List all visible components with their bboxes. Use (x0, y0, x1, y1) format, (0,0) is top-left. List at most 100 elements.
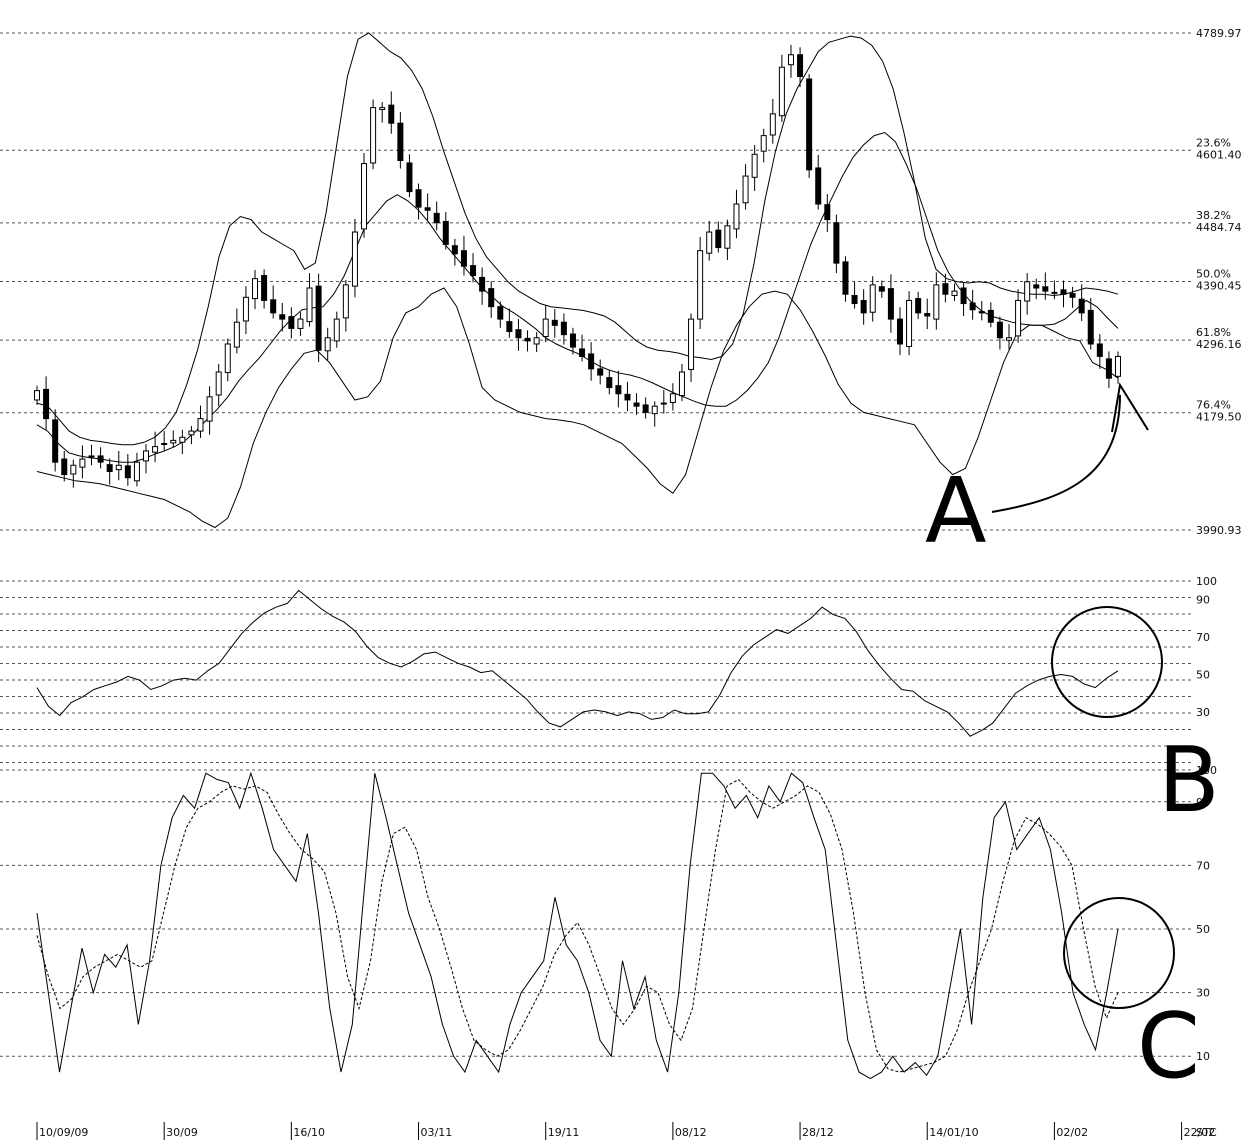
candle (1060, 280, 1067, 308)
candle (815, 154, 822, 210)
stochastic-tick-label: 100 (1196, 764, 1217, 777)
candle-body (297, 318, 304, 329)
price-axis-labels: 4789.97 23.6%4601.40 38.2%4484.74 50.0%4390… (1196, 27, 1242, 537)
candle-body (333, 318, 340, 342)
rsi-grid (0, 580, 1192, 763)
candle (288, 307, 295, 339)
candle (569, 327, 576, 355)
candle (88, 444, 95, 466)
candle-body (597, 368, 604, 376)
candle-body (152, 446, 159, 453)
candle (678, 363, 685, 402)
candle-body (460, 250, 467, 267)
candle (488, 281, 495, 318)
candle (470, 253, 477, 283)
annotation-b-circle (1051, 606, 1163, 718)
candle-body (1033, 284, 1040, 289)
candle (415, 183, 422, 220)
candle-body (488, 288, 495, 308)
candle (969, 289, 976, 320)
candle (924, 298, 931, 330)
candle-body (533, 337, 540, 345)
candle-body (1115, 355, 1121, 377)
candle-body (678, 371, 685, 397)
candle-body (215, 371, 222, 396)
candle-body (733, 203, 740, 230)
candle (1042, 272, 1049, 300)
candle (34, 385, 40, 405)
candle-body (188, 430, 195, 436)
x-tick-label: 22/02 (1184, 1126, 1216, 1139)
candle-body (551, 319, 558, 326)
candle (842, 256, 849, 302)
candle (124, 454, 131, 486)
candle (942, 273, 949, 303)
candle (751, 144, 758, 191)
candle (361, 153, 368, 238)
rsi-tick-label: 100 (1196, 575, 1217, 588)
candle (896, 307, 903, 356)
fib-pct-label: 38.2% (1196, 209, 1231, 222)
candle-body (651, 405, 658, 415)
candle (597, 359, 604, 385)
candle (233, 308, 240, 354)
candle (424, 193, 431, 221)
candle-body (106, 464, 113, 472)
candle (188, 426, 195, 445)
annotation-a: A (925, 382, 1149, 564)
candle (1033, 278, 1040, 300)
candle (642, 397, 649, 419)
candle-body (470, 265, 477, 277)
candle-body (1105, 358, 1112, 379)
candle-body (270, 299, 277, 314)
candle-body (951, 290, 958, 296)
candle-body (1078, 298, 1085, 314)
candle (206, 386, 213, 435)
candle-body (379, 107, 386, 110)
annotation-b: B (1051, 606, 1220, 833)
candle (1078, 284, 1085, 321)
candle (933, 272, 940, 330)
candle (878, 280, 885, 298)
rsi-axis-labels: 100 90 70 50 30 (1196, 575, 1217, 719)
candle (279, 302, 286, 332)
candle (697, 236, 704, 330)
candle-body (242, 296, 249, 322)
candle (860, 289, 867, 325)
candle (79, 445, 86, 479)
candle (869, 276, 876, 322)
candle-body (969, 302, 976, 311)
candle (115, 450, 122, 481)
x-axis-labels: 10/09/09 30/09 16/10 03/11 19/11 08/12 28/12 14… (36, 1122, 1216, 1140)
stochastic-axis-labels: 100 90 70 50 30 10 (1196, 764, 1217, 1063)
candle-body (669, 393, 676, 403)
fib-pct-label: 50.0% (1196, 268, 1231, 281)
annotation-a-arrow (991, 394, 1121, 513)
annotation-c-circle (1063, 897, 1175, 1009)
candle-body (224, 343, 231, 374)
candle (706, 220, 713, 261)
candle (351, 218, 358, 298)
candle-body (633, 402, 640, 407)
candle-body (433, 212, 440, 224)
candle (887, 274, 894, 333)
candle-body (288, 316, 295, 329)
candle-body (1042, 286, 1049, 292)
candle-body (70, 464, 77, 475)
candle (978, 301, 985, 321)
candle-body (361, 163, 368, 230)
candle-body (869, 284, 876, 313)
candle-body (833, 222, 840, 264)
price-level-label: 4390.45 (1196, 280, 1242, 293)
candle (633, 393, 640, 415)
candle (669, 383, 676, 411)
candle (987, 302, 994, 328)
candle-body (996, 321, 1003, 339)
candle-body (697, 250, 704, 320)
candle-body (806, 78, 813, 171)
candle-body (406, 162, 413, 193)
x-tick-label: 16/10 (293, 1126, 325, 1139)
stc-label: STC (1196, 1126, 1217, 1139)
candle (433, 201, 440, 231)
candle (1024, 273, 1031, 315)
